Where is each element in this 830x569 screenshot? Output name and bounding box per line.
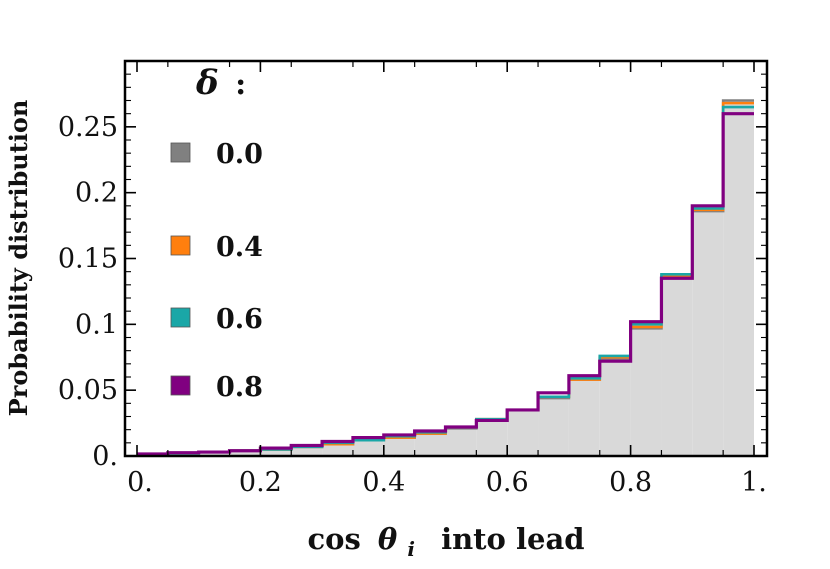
histogram-bar [260, 449, 292, 456]
x-tick-label: 0.6 [486, 467, 529, 498]
x-tick-label: 0.8 [609, 467, 652, 498]
histogram-bar [723, 100, 754, 456]
histogram-bar [599, 358, 631, 456]
y-axis-label: Probability distribution [4, 100, 33, 417]
legend-label: 0.8 [216, 372, 263, 403]
x-tick-label: 1. [741, 467, 767, 498]
axis-ticks [125, 61, 767, 457]
histogram-bar [291, 446, 323, 456]
x-tick-label: 0. [127, 467, 153, 498]
histogram-bar [507, 409, 539, 456]
x-label-subscript: i [407, 537, 415, 561]
x-label-theta: θ [378, 522, 398, 556]
legend-label: 0.4 [216, 232, 263, 263]
histogram-bar [167, 453, 199, 456]
x-tick-label: 0.4 [362, 467, 405, 498]
x-label-rest: into lead [441, 522, 584, 556]
histogram-bar [383, 437, 415, 456]
filled-histogram-area [137, 100, 754, 456]
y-tick-labels: 0. 0.05 0.1 0.15 0.2 0.25 [58, 112, 118, 472]
series-line-0-8 [137, 112, 754, 456]
histogram-bar [568, 379, 600, 456]
x-tick-label: 0.2 [239, 467, 282, 498]
legend-item: 0.8 [170, 372, 263, 403]
legend-swatch [170, 142, 191, 163]
legend-swatch [170, 307, 191, 328]
y-tick-label: 0.2 [75, 178, 118, 209]
legend-items: 0.0 0.4 0.6 0.8 [170, 139, 263, 403]
x-tick-labels: 0. 0.2 0.4 0.6 0.8 1. [127, 467, 767, 498]
histogram-bar [322, 444, 353, 456]
legend-item: 0.0 [170, 139, 263, 170]
histogram-step-lines [137, 99, 754, 456]
y-tick-label: 0.15 [58, 244, 118, 275]
x-label-func: cos [307, 522, 360, 556]
histogram-bar [352, 440, 384, 456]
y-tick-label: 0.1 [75, 309, 118, 340]
histogram-bar [414, 433, 446, 456]
histogram-bar [661, 276, 693, 456]
legend-item: 0.6 [170, 304, 263, 335]
y-tick-label: 0.25 [58, 112, 118, 143]
y-tick-label: 0.05 [58, 375, 118, 406]
legend-label: 0.0 [216, 139, 263, 170]
histogram-bar [538, 398, 569, 456]
x-axis-label: cos θ i into lead [307, 522, 584, 563]
legend-title-symbol: δ [195, 63, 219, 103]
histogram-bar [229, 450, 261, 456]
legend-title: δ : [195, 63, 246, 103]
histogram-bar [692, 211, 724, 456]
legend-item: 0.4 [170, 232, 263, 263]
histogram-bar [476, 420, 508, 456]
y-tick-label: 0. [92, 441, 118, 472]
legend-swatch [170, 235, 191, 256]
histogram-bar [198, 452, 230, 456]
legend-label: 0.6 [216, 304, 263, 335]
legend: δ : 0.0 0.4 0.6 0.8 [170, 63, 263, 403]
histogram-bar [630, 328, 662, 456]
histogram-bar [445, 428, 477, 456]
legend-swatch [170, 375, 191, 396]
